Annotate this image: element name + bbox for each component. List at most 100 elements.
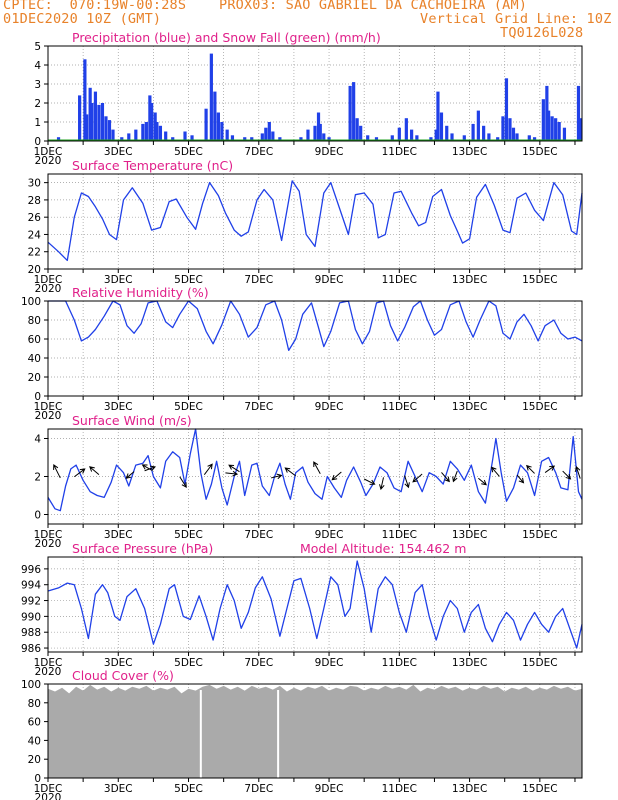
precip-bar xyxy=(230,135,235,141)
precip-bar xyxy=(390,135,394,141)
precip-bar xyxy=(366,135,370,141)
y-tick-label: 5 xyxy=(34,41,41,53)
wind-vector-arrow xyxy=(526,464,535,474)
wind-vector-arrow xyxy=(574,465,581,479)
x-tick-label: 1DEC xyxy=(34,657,63,669)
header-line1-right: PROX03: SAO GABRIEL DA CACHOEIRA (AM) xyxy=(219,0,528,13)
precip-bar xyxy=(260,133,264,141)
x-tick-label: 5DEC xyxy=(174,657,203,669)
precip-bar xyxy=(155,122,159,141)
y-tick-label: 22 xyxy=(28,247,41,259)
precip-bar xyxy=(150,103,154,141)
x-tick-year-label: 2020 xyxy=(35,538,62,550)
x-tick-label: 11DEC xyxy=(382,783,417,795)
precip-bar xyxy=(213,91,217,141)
x-tick-label: 5DEC xyxy=(174,529,203,541)
precip-bar xyxy=(545,85,549,141)
precip-bar xyxy=(56,137,61,141)
y-tick-label: 986 xyxy=(21,643,41,655)
y-tick-label: 3 xyxy=(34,79,41,91)
wind-vector-arrow xyxy=(331,471,342,481)
y-tick-label: 4 xyxy=(34,434,41,446)
wind-vector-arrow xyxy=(89,466,100,476)
precip-bar xyxy=(482,125,486,141)
panel-title: Surface Wind (m/s) xyxy=(72,413,192,428)
x-tick-label: 9DEC xyxy=(315,146,344,158)
precip-bar xyxy=(501,116,505,141)
header-line2-left: 01DEC2020 10Z (GMT) xyxy=(3,11,162,27)
panel-frame xyxy=(47,683,583,779)
x-tick-label: 15DEC xyxy=(522,529,557,541)
precip-bar xyxy=(148,95,152,141)
precip-bar xyxy=(111,129,115,141)
precip-bar xyxy=(415,135,419,141)
panel-title: Surface Pressure (hPa) xyxy=(72,541,213,556)
x-tick-label: 7DEC xyxy=(244,657,273,669)
precip-bar xyxy=(93,91,98,141)
precip-bar xyxy=(90,103,94,141)
precip-bar xyxy=(397,127,401,141)
wind-vector-arrow xyxy=(516,474,525,484)
precip-bar xyxy=(439,112,444,141)
x-tick-label: 3DEC xyxy=(104,529,133,541)
precip-bar xyxy=(547,110,551,141)
x-tick-year-label: 2020 xyxy=(35,155,62,167)
precip-bar xyxy=(322,133,326,141)
precip-bar xyxy=(127,133,131,141)
precip-bar xyxy=(445,125,449,141)
precip-bar xyxy=(487,133,491,141)
panel-pressure: Surface Pressure (hPa) Model Altitude: 15… xyxy=(21,541,583,678)
y-tick-label: 2 xyxy=(34,98,41,110)
wind-vector-arrow xyxy=(404,475,410,489)
wind-vector-arrow xyxy=(225,470,239,477)
precip-bar xyxy=(348,85,352,141)
y-tick-label: 60 xyxy=(28,334,41,346)
precip-bar xyxy=(97,104,101,141)
panel-frame xyxy=(47,45,583,142)
x-tick-year-label: 2020 xyxy=(35,410,62,422)
wind-vector-arrow xyxy=(313,461,321,474)
y-tick-label: 20 xyxy=(28,754,41,766)
y-tick-label: 26 xyxy=(28,212,42,224)
x-tick-label: 3DEC xyxy=(104,146,133,158)
y-tick-label: 24 xyxy=(28,229,42,241)
cloud-cover-area xyxy=(48,684,582,778)
wind-vector-arrow xyxy=(228,464,240,473)
panel-title: Relative Humidity (%) xyxy=(72,285,209,300)
rh-series-line xyxy=(48,300,583,352)
precip-bar xyxy=(476,110,480,141)
precip-bar xyxy=(508,118,512,141)
x-tick-label: 1DEC xyxy=(34,274,63,286)
y-tick-label: 40 xyxy=(28,735,41,747)
precip-bar xyxy=(171,137,175,141)
x-tick-label: 9DEC xyxy=(315,401,344,413)
precip-bar xyxy=(496,137,500,141)
wind-vector-arrow xyxy=(284,467,296,477)
precip-bar xyxy=(225,129,229,141)
wind-series-line xyxy=(47,428,583,512)
panel-frame xyxy=(47,173,583,270)
y-tick-label: 1 xyxy=(34,117,41,129)
x-tick-label: 13DEC xyxy=(452,146,487,158)
x-tick-label: 3DEC xyxy=(104,274,133,286)
precip-bar xyxy=(153,112,157,141)
precip-bar xyxy=(527,135,531,141)
y-tick-label: 60 xyxy=(28,717,41,729)
x-tick-label: 9DEC xyxy=(315,657,344,669)
x-tick-year-label: 2020 xyxy=(35,666,62,678)
x-tick-label: 7DEC xyxy=(244,529,273,541)
precip-bar xyxy=(267,122,271,141)
x-tick-label: 11DEC xyxy=(382,401,417,413)
y-tick-label: 28 xyxy=(28,195,41,207)
precip-bar xyxy=(532,137,537,141)
precip-bar xyxy=(216,112,220,141)
y-tick-label: 996 xyxy=(21,564,41,576)
precip-bar xyxy=(100,103,105,141)
x-tick-label: 5DEC xyxy=(174,401,203,413)
x-tick-label: 11DEC xyxy=(382,274,417,286)
wind-vector-arrow xyxy=(412,473,423,483)
x-tick-label: 11DEC xyxy=(382,146,417,158)
precip-bar xyxy=(220,122,224,141)
precip-bar xyxy=(471,123,475,141)
